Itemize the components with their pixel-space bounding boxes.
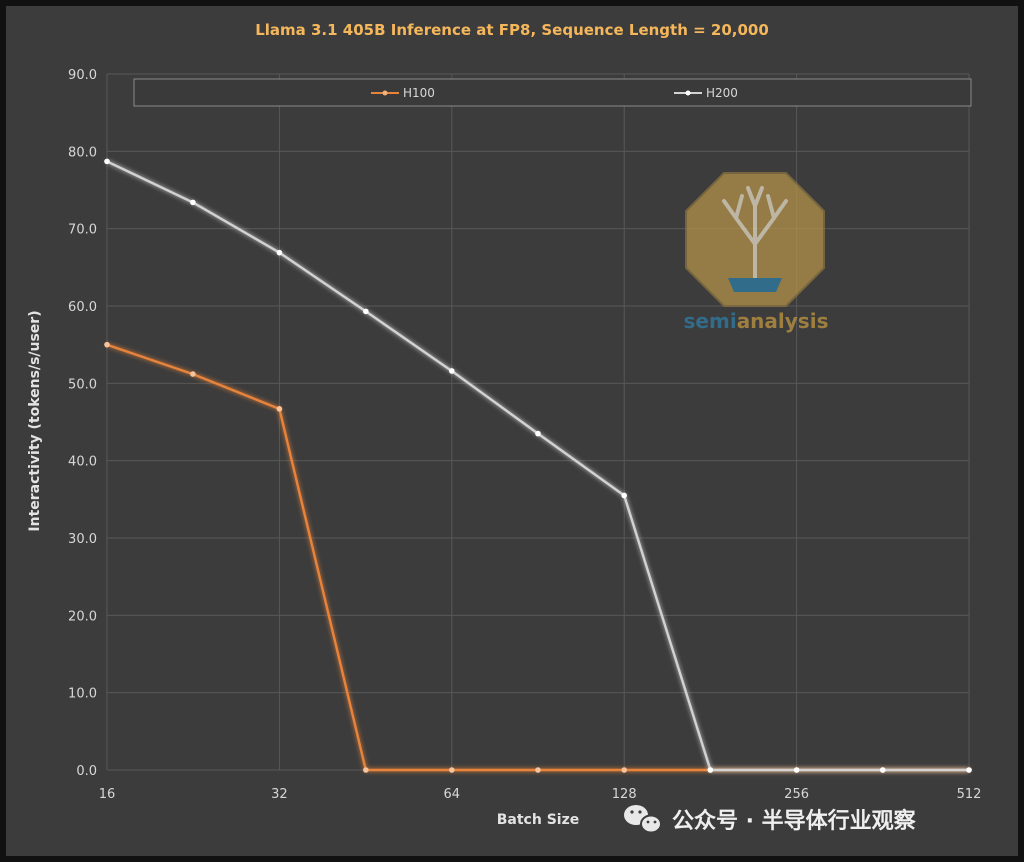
series-line-h200: [106, 160, 969, 772]
y-tick-label: 40.0: [68, 455, 97, 470]
chart-title: Llama 3.1 405B Inference at FP8, Sequenc…: [255, 21, 769, 39]
data-point-h100: [104, 341, 110, 348]
series-layer: [104, 158, 972, 773]
data-point-h200: [879, 767, 886, 773]
chart-frame: Llama 3.1 405B Inference at FP8, Sequenc…: [6, 6, 1018, 856]
data-point-h100: [449, 767, 455, 773]
legend-box: [133, 78, 972, 107]
y-tick-label: 20.0: [68, 609, 97, 624]
watermark-brand: semianalysis: [684, 309, 829, 333]
x-axis-ticks: 16 32 64 128 256 512: [99, 787, 982, 802]
x-tick-label: 64: [444, 787, 461, 802]
legend-item-h100: H100: [371, 86, 435, 100]
logo-base: [728, 278, 782, 292]
y-axis-label: Interactivity (tokens/s/user): [27, 310, 43, 531]
semianalysis-logo: semianalysis: [684, 172, 829, 333]
legend-label-h200: H200: [706, 86, 738, 100]
data-point-h200: [363, 308, 369, 315]
tree-icon: [722, 186, 788, 280]
x-tick-label: 128: [612, 787, 637, 802]
data-point-h200: [190, 199, 196, 206]
x-tick-label: 512: [957, 787, 982, 802]
y-tick-label: 80.0: [68, 145, 97, 160]
y-tick-label: 0.0: [76, 764, 97, 779]
series-line-h100: [106, 343, 969, 772]
data-point-h200: [793, 767, 800, 773]
y-axis-ticks: 0.0 10.0 20.0 30.0 40.0 50.0 60.0 70.0 80.0 90.0: [68, 68, 97, 779]
watermark-brand-part1: semi: [684, 309, 737, 333]
wechat-icon: [624, 805, 662, 834]
y-tick-label: 50.0: [68, 377, 97, 392]
legend-item-h200: H200: [674, 86, 738, 100]
data-point-h200: [104, 158, 110, 165]
data-point-h100: [190, 371, 196, 377]
data-point-h200: [966, 767, 972, 773]
data-point-h200: [276, 249, 283, 256]
x-tick-label: 16: [99, 787, 116, 802]
data-point-h100: [621, 767, 627, 773]
y-tick-label: 70.0: [68, 223, 97, 238]
gridlines: [106, 73, 970, 771]
x-tick-label: 256: [784, 787, 809, 802]
data-point-h200: [621, 492, 627, 499]
data-point-h100: [535, 767, 541, 773]
watermark-brand-part2: analysis: [737, 309, 829, 333]
x-axis-label: Batch Size: [497, 812, 579, 828]
data-point-h100: [276, 406, 283, 412]
y-tick-label: 10.0: [68, 687, 97, 702]
y-tick-label: 30.0: [68, 532, 97, 547]
wechat-watermark-text: 公众号 · 半导体行业观察: [672, 808, 917, 834]
legend-label-h100: H100: [403, 86, 435, 100]
y-tick-label: 60.0: [68, 300, 97, 315]
line-chart: Llama 3.1 405B Inference at FP8, Sequenc…: [27, 21, 982, 834]
x-tick-label: 32: [271, 787, 288, 802]
legend: H100 H200: [133, 78, 972, 107]
data-point-h100: [363, 767, 369, 773]
data-point-h200: [449, 368, 455, 374]
y-tick-label: 90.0: [68, 68, 97, 83]
wechat-watermark: 公众号 · 半导体行业观察: [624, 805, 917, 834]
data-point-h200: [535, 430, 541, 437]
data-point-h200: [707, 767, 714, 773]
